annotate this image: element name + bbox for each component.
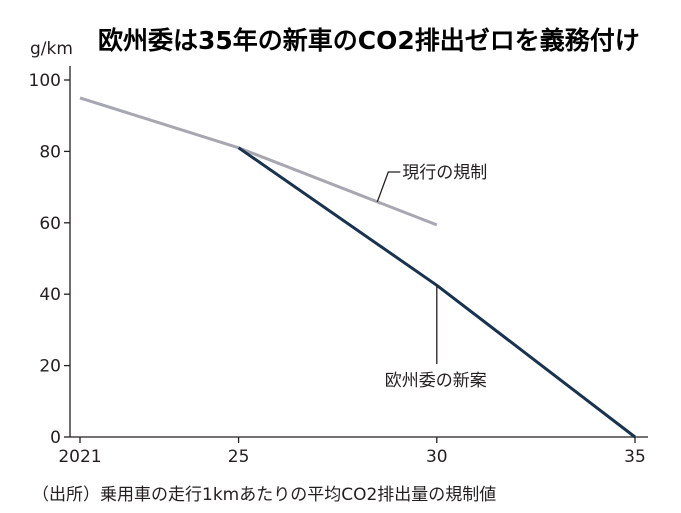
x-ticks: 2021 25 30 35	[58, 437, 646, 467]
annotation-current-regulation: 現行の規制	[376, 163, 487, 203]
x-tick-label: 2021	[58, 447, 101, 467]
y-tick-label: 0	[50, 428, 61, 448]
leader-line-current	[376, 171, 401, 203]
axes	[69, 66, 648, 438]
x-tick-label: 25	[228, 447, 250, 467]
chart-title: 欧州委は35年の新車のCO2排出ゼロを義務付け	[98, 26, 640, 55]
series-label-current: 現行の規制	[402, 163, 487, 183]
y-tick-label: 60	[39, 214, 61, 234]
x-tick-label: 30	[426, 447, 448, 467]
source-note: （出所）乗用車の走行1kmあたりの平均CO2排出量の規制値	[32, 485, 496, 505]
series-lines	[79, 96, 636, 439]
y-tick-label: 80	[39, 142, 61, 162]
annotation-eu-proposal: 欧州委の新案	[385, 285, 487, 391]
x-tick-label: 35	[624, 447, 646, 467]
y-tick-label: 100	[29, 71, 61, 91]
y-axis-unit: g/km	[30, 39, 73, 59]
y-ticks: 0 20 40 60 80 100	[29, 71, 70, 448]
series-label-proposal: 欧州委の新案	[385, 371, 487, 391]
y-tick-label: 20	[39, 357, 61, 377]
y-tick-label: 40	[39, 285, 61, 305]
